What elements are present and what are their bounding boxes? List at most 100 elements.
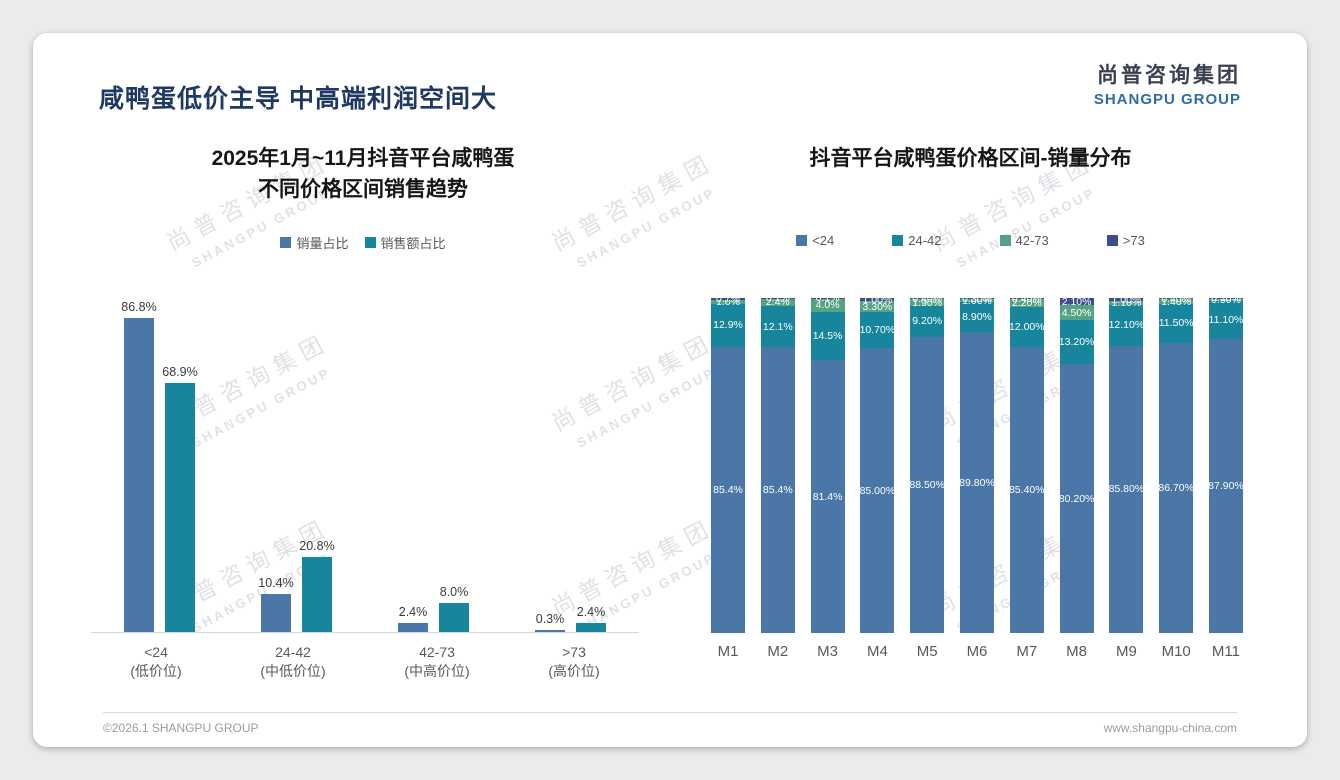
stack-segment: [910, 336, 945, 633]
segment-value-label: 12.00%: [1009, 320, 1044, 333]
stack-segment: [1009, 306, 1044, 347]
category-range: 42-73: [419, 644, 455, 660]
stack-segment: [711, 346, 745, 633]
left-chart-title-line1: 2025年1月~11月抖音平台咸鸭蛋: [211, 147, 515, 170]
segment-value-label: 85.4%: [762, 483, 793, 496]
stack-segment: [860, 298, 895, 302]
segment-value-label: 88.50%: [910, 478, 945, 491]
bar: 86.8%: [121, 300, 157, 632]
page-title: 咸鸭蛋低价主导 中高端利润空间大: [99, 85, 497, 113]
legend-label: >73: [1122, 233, 1145, 248]
category-label: <24 (低价位): [130, 643, 181, 681]
segment-value-label: 0.40%: [1011, 298, 1042, 305]
segment-value-label: 13.20%: [1059, 336, 1094, 349]
segment-value-label: 1.0%: [716, 298, 740, 309]
legend-label: 销售额占比: [380, 236, 446, 251]
bar-group: 2.4% 8.0%: [398, 585, 469, 632]
stack-segment: [959, 299, 994, 303]
legend-label: <24: [812, 233, 835, 248]
segment-value-label: 89.80%: [959, 476, 994, 489]
segment-value-label: 4.50%: [1061, 306, 1092, 319]
category-tier: (中低价位): [260, 663, 326, 679]
stacked-bar: 85.4% 12.9% 1.0% 0.7%: [711, 298, 745, 633]
segment-value-label: 0.1%: [765, 298, 790, 305]
segment-value-label: 12.10%: [1109, 319, 1144, 332]
bar-value-label: 10.4%: [258, 576, 294, 591]
stack-segment: [860, 312, 895, 349]
category-tier: (中高价位): [404, 663, 470, 679]
segment-value-label: 4.0%: [815, 299, 840, 312]
segment-value-label: 80.20%: [1059, 492, 1094, 505]
left-legend-item: 销量占比: [280, 233, 349, 252]
segment-value-label: 0.1%: [815, 298, 840, 305]
bar: 68.9%: [162, 365, 198, 632]
month-label: M2: [767, 643, 789, 660]
month-label: M8: [1066, 643, 1087, 660]
segment-value-label: 12.9%: [713, 319, 743, 332]
stacked-bar-chart: 85.4% 12.9% 1.0% 0.7% 85.4% 12.1% 2.4% 0.1% 81.4…: [711, 298, 1243, 633]
stack-segment: [711, 303, 745, 347]
segment-value-label: 0.90%: [1211, 298, 1241, 306]
stack-segment: [910, 299, 945, 306]
segment-value-label: 11.10%: [1208, 313, 1243, 326]
bar: 20.8%: [299, 539, 335, 632]
right-legend-item: >73: [1106, 233, 1145, 248]
segment-value-label: 11.50%: [1159, 317, 1194, 330]
stack-segment: [1109, 345, 1144, 633]
right-legend-item: 42-73: [999, 233, 1049, 248]
stack-segment: [1159, 299, 1194, 305]
stack-segment: [1059, 298, 1094, 306]
segment-value-label: 1.00%: [962, 298, 992, 307]
segment-value-label: 87.90%: [1208, 479, 1243, 492]
right-legend-item: 24-42: [892, 233, 942, 248]
segment-value-label: 2.4%: [765, 298, 790, 309]
left-chart-title: 2025年1月~11月抖音平台咸鸭蛋 不同价格区间销售趋势: [88, 143, 638, 205]
stack-segment: [810, 298, 845, 312]
legend-label: 42-73: [1015, 233, 1049, 248]
segment-value-label: 3.30%: [862, 300, 893, 313]
left-chart-category-axis: <24 (低价位) 24-42 (中低价位) 42-73 (中高价位) >73 (高价位): [91, 643, 639, 681]
segment-value-label: 8.90%: [962, 311, 992, 324]
legend-label: 24-42: [908, 233, 942, 248]
month-label: M7: [1016, 643, 1038, 660]
segment-value-label: 1.00%: [1111, 298, 1142, 306]
bar-group: 86.8% 68.9%: [121, 300, 198, 632]
month-label: M4: [866, 643, 888, 660]
segment-value-label: 0.10%: [1211, 298, 1241, 305]
stacked-bar: 85.40% 12.00% 2.20% 0.40%: [1009, 298, 1044, 633]
category-label: 42-73 (中高价位): [404, 643, 469, 681]
bar-value-label: 86.8%: [121, 299, 157, 314]
footer-website: www.shangpu-china.com: [1103, 721, 1237, 735]
stack-segment: [1059, 364, 1094, 633]
segment-value-label: 0.7%: [716, 298, 740, 306]
stack-segment: [1059, 320, 1094, 365]
bar-value-label: 68.9%: [162, 364, 198, 379]
stack-segment: [860, 348, 895, 633]
segment-value-label: 86.70%: [1159, 481, 1194, 494]
segment-value-label: 1.00%: [862, 298, 893, 306]
stack-segment: [810, 360, 845, 633]
right-chart-legend: <24 24-42 42-73 >73: [698, 233, 1243, 248]
left-legend-item: 销售额占比: [364, 233, 446, 252]
watermark-chinese-text: 尚普咨询集团: [927, 148, 1099, 256]
segment-value-label: 14.5%: [812, 330, 843, 343]
bar-value-label: 0.3%: [535, 612, 565, 626]
legend-color-swatch: [999, 235, 1011, 246]
stacked-bar: 85.4% 12.1% 2.4% 0.1%: [760, 298, 795, 633]
stack-segment: [860, 301, 895, 313]
stacked-bar: 85.80% 12.10% 1.10% 1.00%: [1109, 298, 1144, 633]
slide: 尚普咨询集团 SHANGPU GROUP 尚普咨询集团 SHANGPU GROUP 尚普…: [33, 33, 1307, 747]
month-label: M11: [1211, 643, 1240, 660]
legend-color-swatch: [892, 235, 904, 246]
segment-value-label: 10.70%: [860, 324, 895, 337]
segment-value-label: 85.4%: [713, 483, 743, 496]
bar-value-label: 20.8%: [299, 538, 335, 553]
stacked-bar: 81.4% 14.5% 4.0% 0.1%: [810, 298, 845, 633]
stack-segment: [1208, 301, 1243, 339]
bar-group: 0.3% 2.4%: [535, 605, 606, 632]
month-label: M1: [717, 643, 739, 660]
grouped-bar-chart: 86.8% 68.9% 10.4% 20.8% 2.4% 8.0% 0.3% 2.4%: [91, 271, 639, 633]
stack-segment: [1109, 301, 1144, 306]
segment-value-label: 1.90%: [912, 298, 943, 309]
month-label: M3: [817, 643, 839, 660]
